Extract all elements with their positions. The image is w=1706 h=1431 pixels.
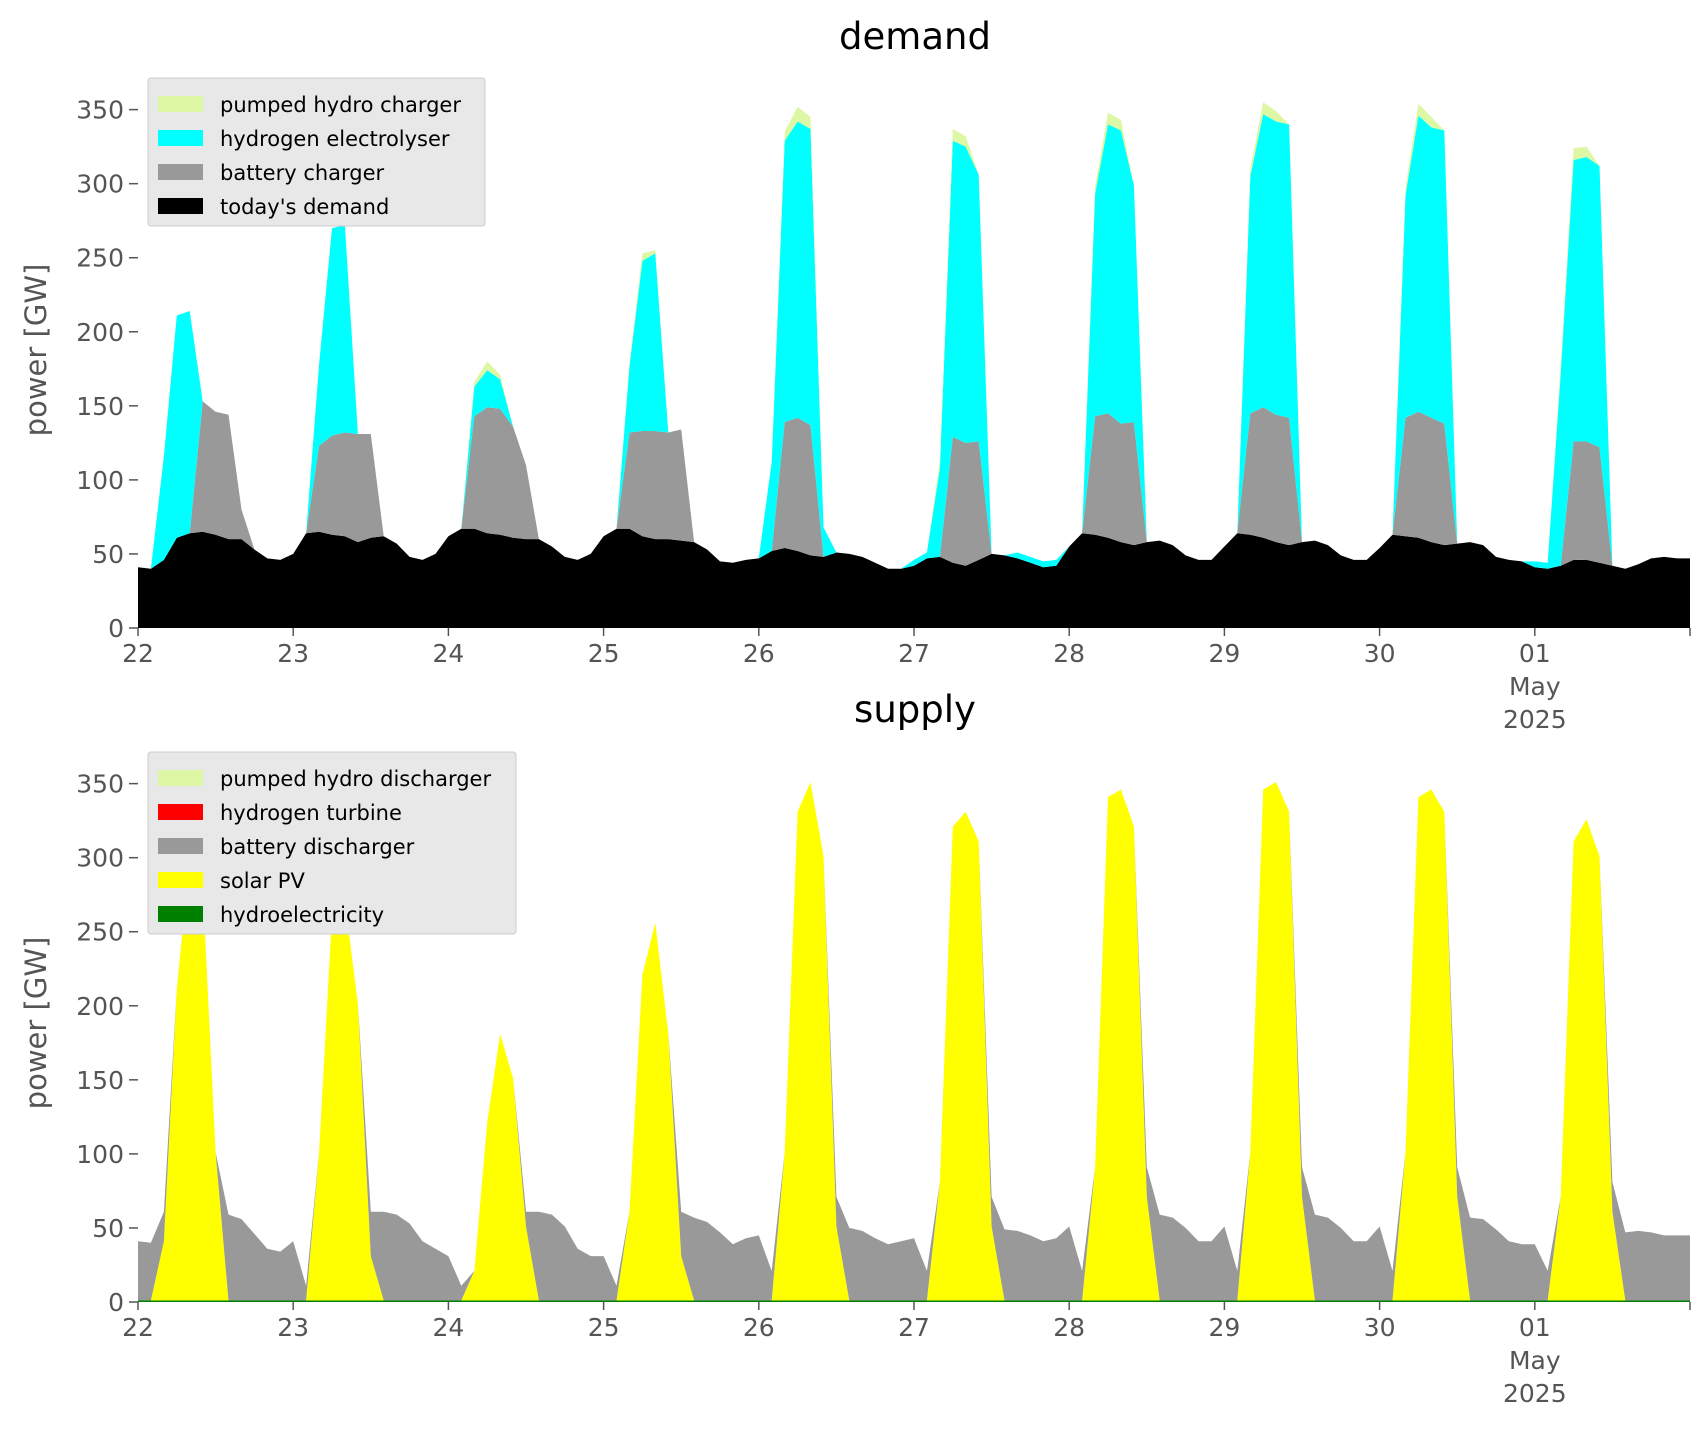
supply-legend-label: battery discharger: [220, 835, 415, 859]
supply-y-tick-label: 50: [92, 1214, 124, 1243]
supply-x-tick-label: 28: [1053, 1313, 1085, 1342]
supply-legend-label: hydrogen turbine: [220, 801, 402, 825]
demand-series-battery-charger: [138, 401, 1690, 569]
supply-y-tick-label: 150: [76, 1066, 124, 1095]
demand-series-today-s-demand: [138, 528, 1690, 628]
demand-legend-swatch: [158, 164, 203, 180]
demand-x-tick-label: 28: [1053, 639, 1085, 668]
demand-x-tick-label: 27: [898, 639, 930, 668]
demand-chart: demand power [GW] 050100150200250300350 …: [19, 15, 1691, 734]
supply-x-tick-label: 30: [1364, 1313, 1396, 1342]
demand-x-year-label: 2025: [1503, 705, 1567, 734]
supply-x-tick-label: 24: [432, 1313, 464, 1342]
supply-legend-label: pumped hydro discharger: [220, 767, 491, 791]
demand-x-tick-label: 29: [1208, 639, 1240, 668]
demand-x-tick-label: 26: [743, 639, 775, 668]
supply-y-tick-label: 300: [76, 844, 124, 873]
supply-y-tick-label: 350: [76, 770, 124, 799]
supply-chart: supply power [GW] 050100150200250300350 …: [19, 688, 1691, 1408]
supply-y-tick-label: 0: [108, 1288, 124, 1317]
demand-x-tick-label: 01: [1519, 639, 1551, 668]
supply-legend-swatch: [158, 906, 203, 922]
demand-chart-title: demand: [839, 15, 991, 58]
demand-legend-swatch: [158, 198, 203, 214]
demand-legend-swatch: [158, 130, 203, 146]
supply-x-tick-label: 23: [277, 1313, 309, 1342]
supply-legend-swatch: [158, 770, 203, 786]
demand-x-tick-label: 22: [122, 639, 154, 668]
supply-y-tick-label: 200: [76, 992, 124, 1021]
demand-legend: pumped hydro charger hydrogen electrolyse…: [147, 77, 486, 227]
demand-y-tick-label: 100: [76, 466, 124, 495]
supply-legend-swatch: [158, 804, 203, 820]
demand-y-tick-label: 50: [92, 540, 124, 569]
supply-series-battery-discharger: [138, 782, 1690, 1301]
demand-y-tick-label: 350: [76, 96, 124, 125]
supply-x-tick-label: 29: [1208, 1313, 1240, 1342]
supply-y-tick-label: 250: [76, 918, 124, 947]
demand-y-tick-label: 300: [76, 170, 124, 199]
demand-x-month-label: May: [1509, 672, 1561, 701]
supply-y-tick-label: 100: [76, 1140, 124, 1169]
demand-legend-label: hydrogen electrolyser: [220, 127, 450, 151]
demand-legend-swatch: [158, 96, 203, 112]
demand-x-axis: 22 23 24 25 26 27 28 29 30 01 May 2025: [122, 628, 1691, 734]
supply-x-tick-label: 22: [122, 1313, 154, 1342]
demand-y-axis: 0 50 100 150 200 250 300 350: [76, 96, 138, 643]
demand-y-axis-label: power [GW]: [19, 264, 53, 437]
demand-y-tick-label: 0: [108, 614, 124, 643]
supply-x-tick-label: 27: [898, 1313, 930, 1342]
supply-x-tick-label: 01: [1519, 1313, 1551, 1342]
supply-area-layer: [138, 782, 1690, 1302]
demand-y-tick-label: 250: [76, 244, 124, 273]
supply-y-axis: 0 50 100 150 200 250 300 350: [76, 770, 138, 1317]
supply-x-month-label: May: [1509, 1346, 1561, 1375]
supply-x-axis: 22 23 24 25 26 27 28 29 30 01 May 2025: [122, 1302, 1691, 1408]
supply-legend: pumped hydro discharger hydrogen turbine b…: [147, 751, 517, 935]
supply-x-tick-label: 26: [743, 1313, 775, 1342]
demand-legend-label: pumped hydro charger: [220, 93, 461, 117]
supply-series-hydroelectricity: [138, 1300, 1690, 1302]
supply-x-tick-label: 25: [588, 1313, 620, 1342]
supply-legend-label: hydroelectricity: [220, 903, 384, 927]
demand-x-tick-label: 25: [588, 639, 620, 668]
demand-x-tick-label: 30: [1364, 639, 1396, 668]
supply-x-year-label: 2025: [1503, 1379, 1567, 1408]
demand-legend-label: today's demand: [220, 195, 389, 219]
demand-legend-box: [147, 77, 486, 227]
supply-legend-label: solar PV: [220, 869, 305, 893]
supply-legend-swatch: [158, 838, 203, 854]
demand-x-tick-label: 24: [432, 639, 464, 668]
demand-legend-label: battery charger: [220, 161, 385, 185]
supply-chart-title: supply: [854, 688, 976, 731]
supply-legend-swatch: [158, 872, 203, 888]
demand-y-tick-label: 200: [76, 318, 124, 347]
demand-area-layer: [138, 102, 1690, 628]
supply-legend-box: [147, 751, 517, 935]
demand-y-tick-label: 150: [76, 392, 124, 421]
supply-y-axis-label: power [GW]: [19, 937, 53, 1110]
demand-x-tick-label: 23: [277, 639, 309, 668]
